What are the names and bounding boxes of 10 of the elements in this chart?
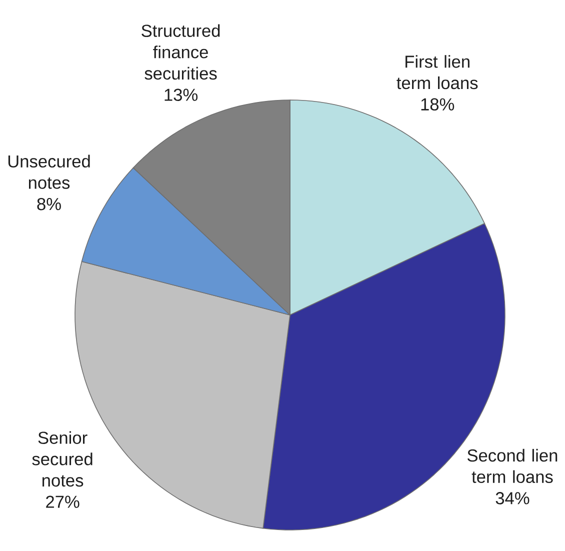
- data-label: 18%: [421, 98, 454, 111]
- slice-label: Second lien term loans: [468, 448, 558, 484]
- slice-label: First lien term loans: [396, 55, 478, 90]
- data-label: 34%: [496, 492, 530, 504]
- data-label: 27%: [46, 496, 80, 508]
- slice-label: Unsecured notes: [8, 154, 90, 189]
- data-label: 13%: [164, 88, 198, 101]
- slice-label: Senior secured notes: [32, 431, 92, 487]
- data-label: 8%: [37, 198, 61, 210]
- slice-label: Structured finance securities: [142, 24, 220, 80]
